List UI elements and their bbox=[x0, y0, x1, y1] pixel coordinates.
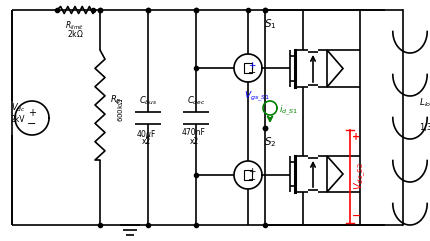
Text: 470nF: 470nF bbox=[181, 128, 206, 137]
Text: x2: x2 bbox=[141, 137, 150, 146]
Text: 2kV: 2kV bbox=[11, 115, 25, 125]
Text: $V_{dc}$: $V_{dc}$ bbox=[11, 102, 25, 114]
Text: $V_{ds\_S2}$: $V_{ds\_S2}$ bbox=[352, 163, 367, 190]
Bar bbox=[243, 63, 252, 73]
Text: $i_{d\_S1}$: $i_{d\_S1}$ bbox=[278, 104, 298, 118]
Text: $S_2$: $S_2$ bbox=[263, 135, 276, 149]
Text: −: − bbox=[247, 175, 255, 185]
Text: $R_{limit}$: $R_{limit}$ bbox=[65, 20, 84, 33]
Text: 1,3mH: 1,3mH bbox=[418, 123, 430, 132]
Text: $L_{load}$: $L_{load}$ bbox=[418, 96, 430, 109]
Text: $V_{gs\_S1}$: $V_{gs\_S1}$ bbox=[243, 90, 270, 105]
Text: −: − bbox=[27, 119, 37, 129]
Text: 40$\mu$F: 40$\mu$F bbox=[135, 128, 156, 141]
Text: $C_{dec}$: $C_{dec}$ bbox=[186, 94, 205, 107]
Text: $S_1$: $S_1$ bbox=[263, 17, 276, 31]
Text: $R_B$: $R_B$ bbox=[110, 94, 121, 106]
Text: +: + bbox=[248, 60, 255, 69]
Text: $C_{bus}$: $C_{bus}$ bbox=[138, 94, 157, 107]
Text: 600k$\Omega$: 600k$\Omega$ bbox=[116, 98, 125, 122]
Text: +: + bbox=[28, 108, 36, 118]
Text: 2k$\Omega$: 2k$\Omega$ bbox=[67, 28, 83, 39]
Text: −: − bbox=[247, 68, 255, 78]
Text: +: + bbox=[248, 167, 255, 176]
Bar bbox=[243, 170, 252, 180]
Text: −: − bbox=[351, 211, 360, 221]
Text: +: + bbox=[351, 132, 359, 142]
Text: x2: x2 bbox=[189, 137, 198, 146]
